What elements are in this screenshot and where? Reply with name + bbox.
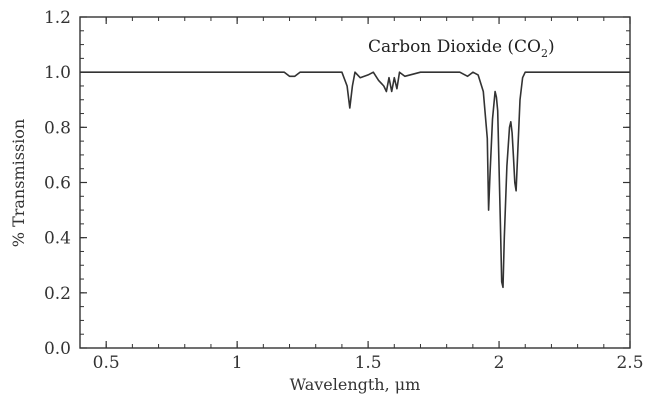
- chart-title: Carbon Dioxide (CO2): [368, 37, 555, 60]
- ticks: [80, 16, 631, 349]
- x-tick-label: 0.5: [93, 353, 120, 373]
- chart-title-main: Carbon Dioxide (CO: [368, 37, 541, 57]
- y-tick-label: 0.8: [44, 118, 71, 138]
- x-tick-label: 1: [232, 353, 243, 373]
- chart-title-close: ): [548, 37, 555, 57]
- y-tick-label: 0.0: [44, 339, 71, 359]
- x-tick-label: 2: [494, 353, 505, 373]
- y-axis-title: % Transmission: [9, 119, 28, 247]
- x-axis-title: Wavelength, μm: [290, 375, 421, 394]
- chart-title-subscript: 2: [541, 47, 548, 60]
- series-line: [80, 71, 630, 289]
- y-tick-label: 0.2: [44, 284, 71, 304]
- y-tick-label: 1.2: [44, 8, 71, 28]
- plot-frame: [79, 16, 631, 349]
- x-tick-label: 2.5: [616, 353, 643, 373]
- y-tick-label: 0.6: [44, 174, 71, 194]
- y-tick-label: 1.0: [44, 63, 71, 83]
- x-tick-label: 1.5: [355, 353, 382, 373]
- tick-labels: 0.5 1 1.5 2 2.5 0.0 0.2 0.4 0.6 0.8 1.0 1.2: [44, 8, 644, 373]
- y-tick-label: 0.4: [44, 229, 71, 249]
